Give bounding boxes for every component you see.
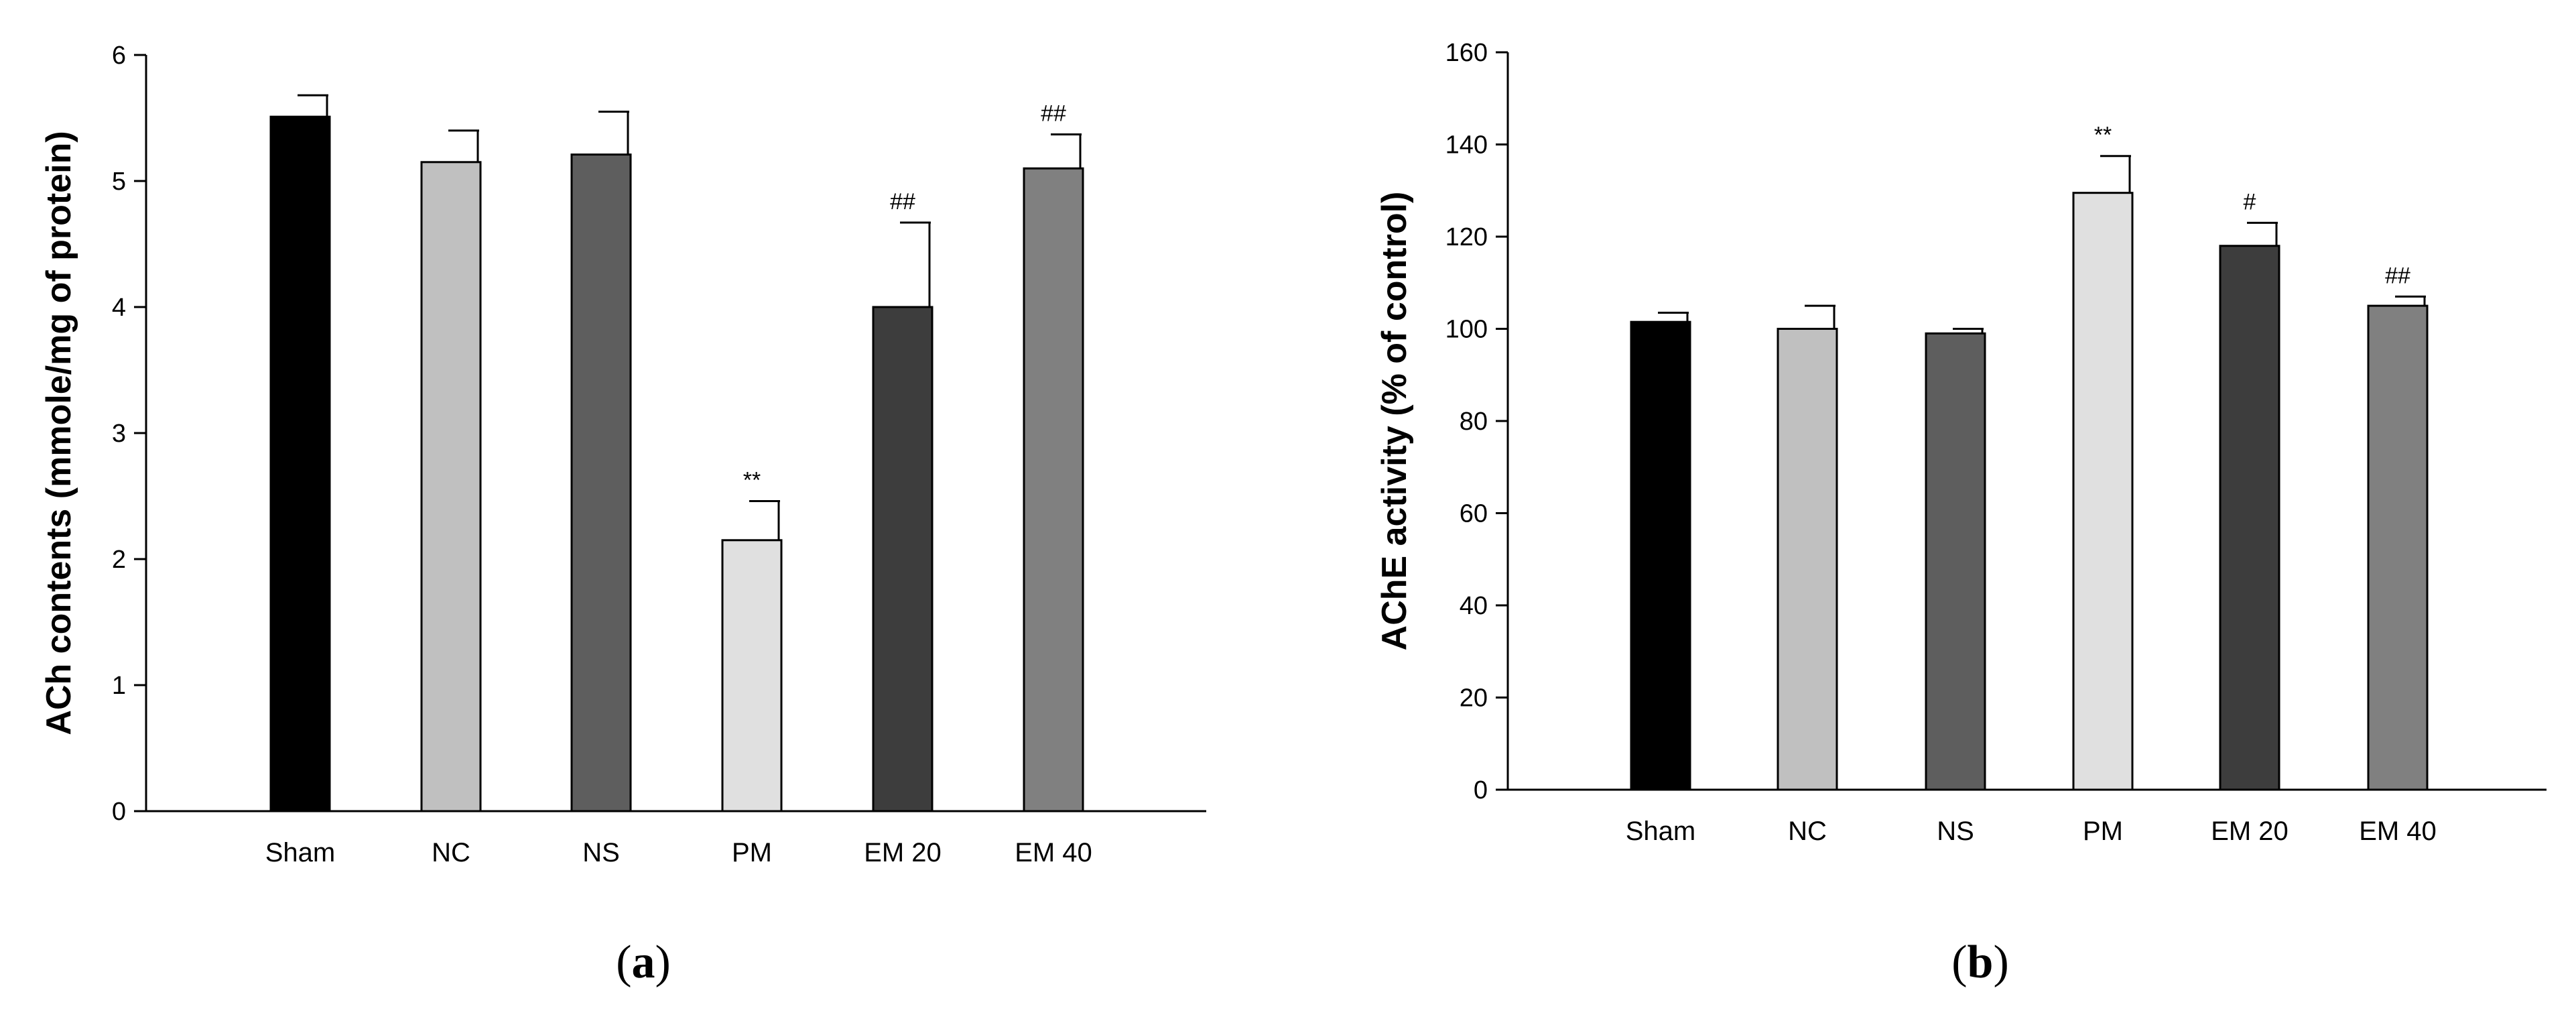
- bar-em-20: [872, 306, 933, 812]
- y-tick-label: 20: [1460, 684, 1488, 713]
- panel-label-letter: b: [1968, 937, 1994, 988]
- significance-marker: ##: [1041, 101, 1066, 126]
- y-tick-label: 0: [1474, 776, 1488, 804]
- significance-marker: **: [743, 468, 761, 493]
- x-category-label: PM: [2083, 817, 2123, 846]
- panel-label-letter: a: [632, 937, 655, 988]
- bar-ns: [570, 154, 632, 812]
- bar-nc: [1777, 328, 1838, 791]
- bar-nc: [420, 161, 482, 812]
- bar-sham: [269, 115, 331, 812]
- significance-marker: ##: [2385, 263, 2410, 288]
- x-category-label: NC: [1788, 817, 1827, 846]
- chart-a: 0 1 2 3 4 5 6 ACh contents (mmole/mg of protein…: [40, 42, 1206, 988]
- panel-label: (a): [616, 937, 671, 988]
- y-tick-label: 0: [112, 798, 126, 826]
- bar-ns: [1925, 332, 1986, 791]
- y-tick-label: 140: [1445, 131, 1488, 160]
- y-tick-label: 4: [112, 294, 126, 322]
- y-tick-label: 3: [112, 420, 126, 448]
- y-tick-label: 2: [112, 546, 126, 574]
- x-category-label: PM: [732, 838, 772, 867]
- x-category-label: EM 40: [2359, 817, 2437, 846]
- significance-marker: **: [2094, 123, 2112, 148]
- x-category-label: EM 20: [864, 838, 942, 867]
- chart-b: 0 20 40 60 80 100 120 140 160 AChE activity (% of…: [1375, 39, 2547, 988]
- y-tick-label: 6: [112, 42, 126, 70]
- bar-em-20: [2219, 245, 2280, 791]
- x-category-label: EM 20: [2211, 817, 2289, 846]
- x-category-label: NS: [1937, 817, 1974, 846]
- panel-label: (b): [1951, 937, 2009, 988]
- significance-marker: ##: [890, 189, 915, 215]
- y-tick-label: 100: [1445, 316, 1488, 344]
- x-category-label: NS: [582, 838, 620, 867]
- panel-label-open-paren: (: [616, 937, 631, 988]
- y-axis-label: ACh contents (mmole/mg of protein): [40, 131, 78, 735]
- bar-em-40: [1023, 167, 1084, 812]
- y-tick-label: 60: [1460, 500, 1488, 528]
- y-tick-label: 1: [112, 672, 126, 700]
- y-tick-label: 40: [1460, 592, 1488, 620]
- x-category-label: NC: [432, 838, 470, 867]
- y-tick-label: 5: [112, 168, 126, 196]
- bar-em-40: [2367, 304, 2429, 791]
- significance-marker: #: [2244, 189, 2256, 215]
- bar-pm: [2072, 192, 2134, 791]
- bar-sham: [1630, 320, 1691, 791]
- x-category-label: Sham: [1626, 817, 1696, 846]
- x-category-label: EM 40: [1015, 838, 1092, 867]
- y-tick-label: 160: [1445, 39, 1488, 67]
- panel-label-close-paren: ): [655, 937, 671, 988]
- y-axis-label: AChE activity (% of control): [1375, 192, 1414, 651]
- y-tick-label: 120: [1445, 223, 1488, 251]
- bar-pm: [721, 539, 783, 812]
- panel-label-close-paren: ): [1993, 937, 2008, 988]
- x-category-label: Sham: [265, 838, 336, 867]
- y-tick-label: 80: [1460, 408, 1488, 436]
- panel-label-open-paren: (: [1951, 937, 1967, 988]
